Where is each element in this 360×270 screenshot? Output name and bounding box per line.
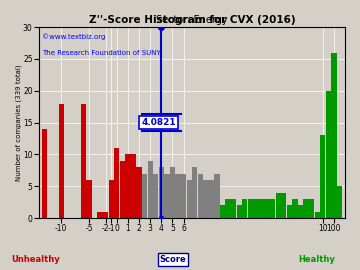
Text: Healthy: Healthy	[298, 255, 335, 264]
Bar	[103, 212, 108, 218]
Bar	[298, 205, 303, 218]
Bar	[120, 161, 125, 218]
Bar	[148, 161, 153, 218]
Text: Unhealthy: Unhealthy	[12, 255, 60, 264]
Bar	[192, 167, 197, 218]
Y-axis label: Number of companies (339 total): Number of companies (339 total)	[15, 64, 22, 181]
Text: Score: Score	[159, 255, 186, 264]
Bar	[181, 174, 186, 218]
Bar	[81, 104, 86, 218]
Bar	[170, 167, 175, 218]
Bar	[331, 53, 337, 218]
Bar	[186, 180, 192, 218]
Bar	[275, 193, 281, 218]
Bar	[326, 91, 331, 218]
Text: Sector: Energy: Sector: Energy	[156, 15, 228, 25]
Bar	[303, 199, 309, 218]
Bar	[98, 212, 103, 218]
Bar	[315, 212, 320, 218]
Bar	[253, 199, 258, 218]
Bar	[114, 148, 120, 218]
Bar	[86, 180, 92, 218]
Bar	[209, 180, 214, 218]
Bar	[242, 199, 247, 218]
Bar	[270, 199, 275, 218]
Bar	[59, 104, 64, 218]
Bar	[248, 199, 253, 218]
Bar	[337, 186, 342, 218]
Bar	[203, 180, 208, 218]
Bar	[287, 205, 292, 218]
Bar	[198, 174, 203, 218]
Title: Z''-Score Histogram for CVX (2016): Z''-Score Histogram for CVX (2016)	[89, 15, 295, 25]
Bar	[259, 199, 264, 218]
Bar	[265, 199, 270, 218]
Bar	[175, 174, 181, 218]
Text: 4.0821: 4.0821	[141, 118, 176, 127]
Bar	[109, 180, 114, 218]
Bar	[309, 199, 314, 218]
Bar	[281, 193, 287, 218]
Text: The Research Foundation of SUNY: The Research Foundation of SUNY	[42, 50, 161, 56]
Text: ©www.textbiz.org: ©www.textbiz.org	[42, 33, 105, 40]
Bar	[225, 199, 231, 218]
Bar	[220, 205, 225, 218]
Bar	[320, 135, 325, 218]
Bar	[142, 174, 147, 218]
Bar	[131, 154, 136, 218]
Bar	[159, 167, 164, 218]
Bar	[231, 199, 236, 218]
Bar	[42, 129, 47, 218]
Bar	[214, 174, 220, 218]
Bar	[292, 199, 298, 218]
Bar	[136, 167, 142, 218]
Bar	[153, 174, 158, 218]
Bar	[164, 174, 170, 218]
Bar	[125, 154, 131, 218]
Bar	[237, 205, 242, 218]
